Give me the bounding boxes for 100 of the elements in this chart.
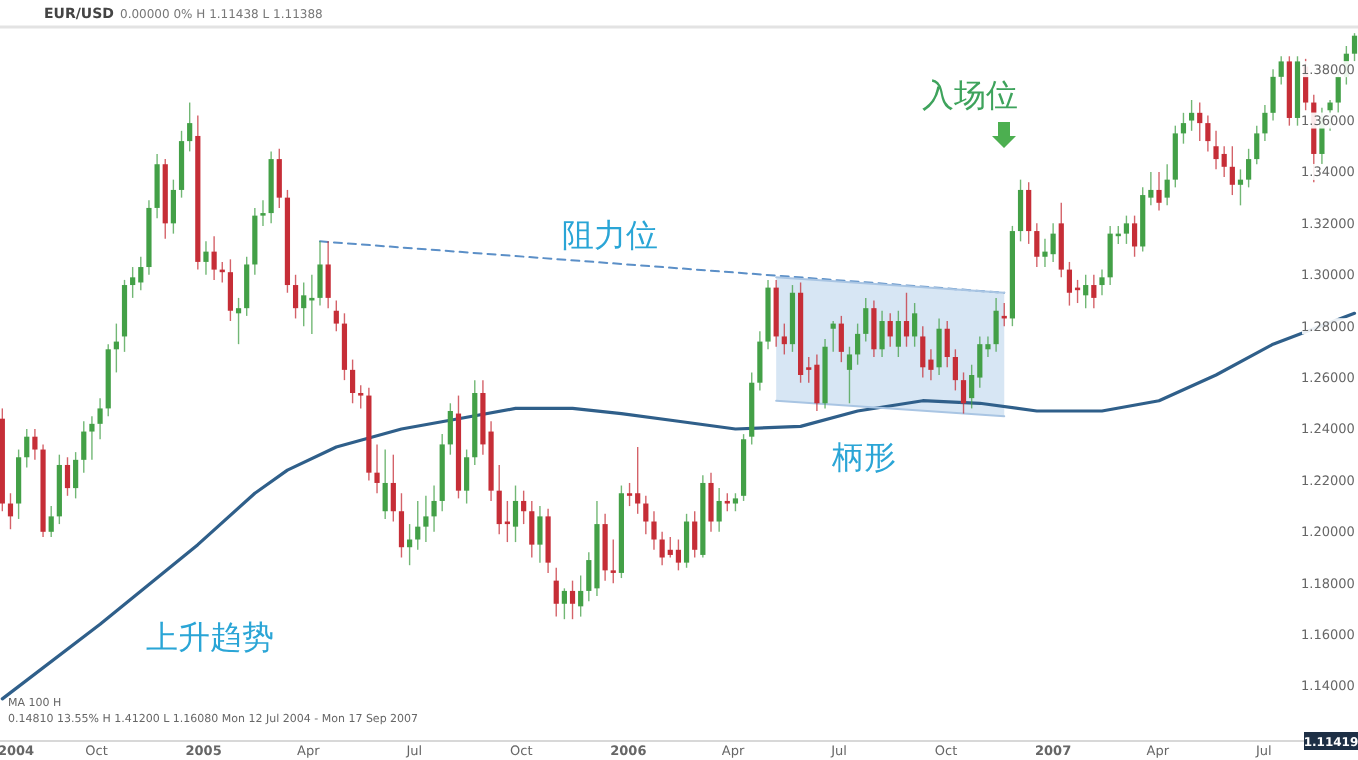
candlestick — [1351, 32, 1358, 63]
candlestick — [1262, 104, 1268, 142]
candlestick — [1270, 68, 1276, 122]
candlestick — [757, 330, 763, 392]
annotation: 入场位 — [922, 76, 1018, 114]
candlestick — [781, 322, 787, 356]
candlestick — [1099, 268, 1105, 297]
candlestick — [1197, 101, 1203, 142]
candlestick — [838, 315, 844, 363]
candlestick — [374, 443, 380, 494]
candlestick — [415, 500, 421, 551]
candlestick — [464, 448, 470, 505]
candlestick — [203, 240, 209, 276]
candlestick — [903, 292, 910, 348]
candlestick — [292, 274, 299, 320]
annotation: 阻力位 — [562, 216, 658, 254]
candlestick — [667, 536, 673, 559]
candlestick — [537, 505, 543, 564]
candlestick — [887, 312, 893, 348]
candlestick — [683, 513, 690, 569]
candlestick — [1091, 274, 1097, 309]
candlestick — [610, 538, 616, 584]
candlestick — [635, 446, 641, 515]
candlestick — [1254, 124, 1260, 165]
candlestick — [382, 448, 388, 520]
candlestick — [138, 256, 144, 291]
candlestick — [130, 266, 136, 299]
candlestick — [301, 281, 307, 327]
candlestick — [1237, 168, 1244, 207]
candlestick — [855, 322, 861, 366]
candlestick — [447, 402, 453, 456]
candlestick — [1221, 145, 1227, 178]
candlestick — [398, 492, 405, 559]
candlestick — [73, 451, 79, 500]
candlestick — [1246, 148, 1252, 189]
candlestick — [211, 235, 217, 281]
candlestick — [358, 384, 364, 410]
candlestick — [675, 538, 682, 572]
candlestick — [1034, 222, 1040, 268]
candlestick — [349, 358, 356, 404]
candlestick — [97, 397, 103, 440]
candlestick — [16, 448, 22, 520]
candlestick — [154, 153, 160, 219]
candlestick — [529, 500, 535, 559]
candlestick — [244, 256, 250, 317]
candlestick — [944, 320, 950, 368]
candlestick — [235, 297, 242, 345]
candlestick — [496, 464, 502, 536]
annotation: 柄形 — [830, 438, 896, 476]
candlestick — [521, 489, 527, 525]
candlestick — [390, 453, 396, 523]
candlestick — [1107, 225, 1113, 286]
candlestick — [1026, 181, 1032, 245]
candlestick — [1156, 171, 1162, 212]
candlestick — [960, 371, 967, 415]
candlestick — [692, 510, 698, 559]
candlestick — [871, 299, 877, 358]
candlestick — [333, 299, 339, 333]
candlestick — [1123, 214, 1130, 245]
candlestick — [1017, 178, 1024, 243]
candlestick — [431, 484, 437, 533]
candlestick — [1172, 124, 1178, 189]
candlestick — [260, 199, 266, 227]
candlestick — [276, 148, 282, 209]
candlestick — [912, 302, 918, 348]
candlestick — [32, 428, 38, 461]
candlestick — [1066, 261, 1073, 307]
candlestick — [170, 178, 176, 235]
candlestick — [1131, 214, 1138, 258]
candlestick — [1058, 202, 1064, 279]
candlestick — [814, 353, 820, 412]
candlestick — [1042, 238, 1048, 268]
candlestick — [89, 415, 95, 461]
candlestick — [578, 574, 584, 618]
candlestick — [716, 487, 722, 533]
candlestick — [81, 420, 87, 474]
candlestick — [863, 297, 869, 343]
candlestick — [1229, 145, 1235, 196]
candlestick — [553, 567, 559, 618]
candlestick — [936, 317, 942, 376]
candlestick — [1083, 274, 1089, 309]
candlestick — [545, 507, 551, 574]
candlestick — [317, 240, 323, 307]
candlestick — [952, 348, 958, 392]
candlestick — [512, 484, 519, 543]
candlestick — [423, 495, 429, 543]
candlestick — [1180, 112, 1187, 145]
candlestick — [569, 579, 576, 620]
candlestick — [920, 325, 926, 379]
candlestick — [187, 101, 193, 153]
candlestick — [7, 492, 14, 530]
candlestick — [48, 505, 54, 538]
candlestick — [708, 471, 714, 533]
candlestick — [626, 482, 633, 507]
candlestick — [602, 513, 608, 582]
candlestick — [341, 312, 348, 381]
candlestick — [1189, 99, 1195, 132]
candlestick — [1213, 130, 1219, 171]
candlestick — [1205, 114, 1211, 153]
candlestick — [1050, 222, 1056, 263]
